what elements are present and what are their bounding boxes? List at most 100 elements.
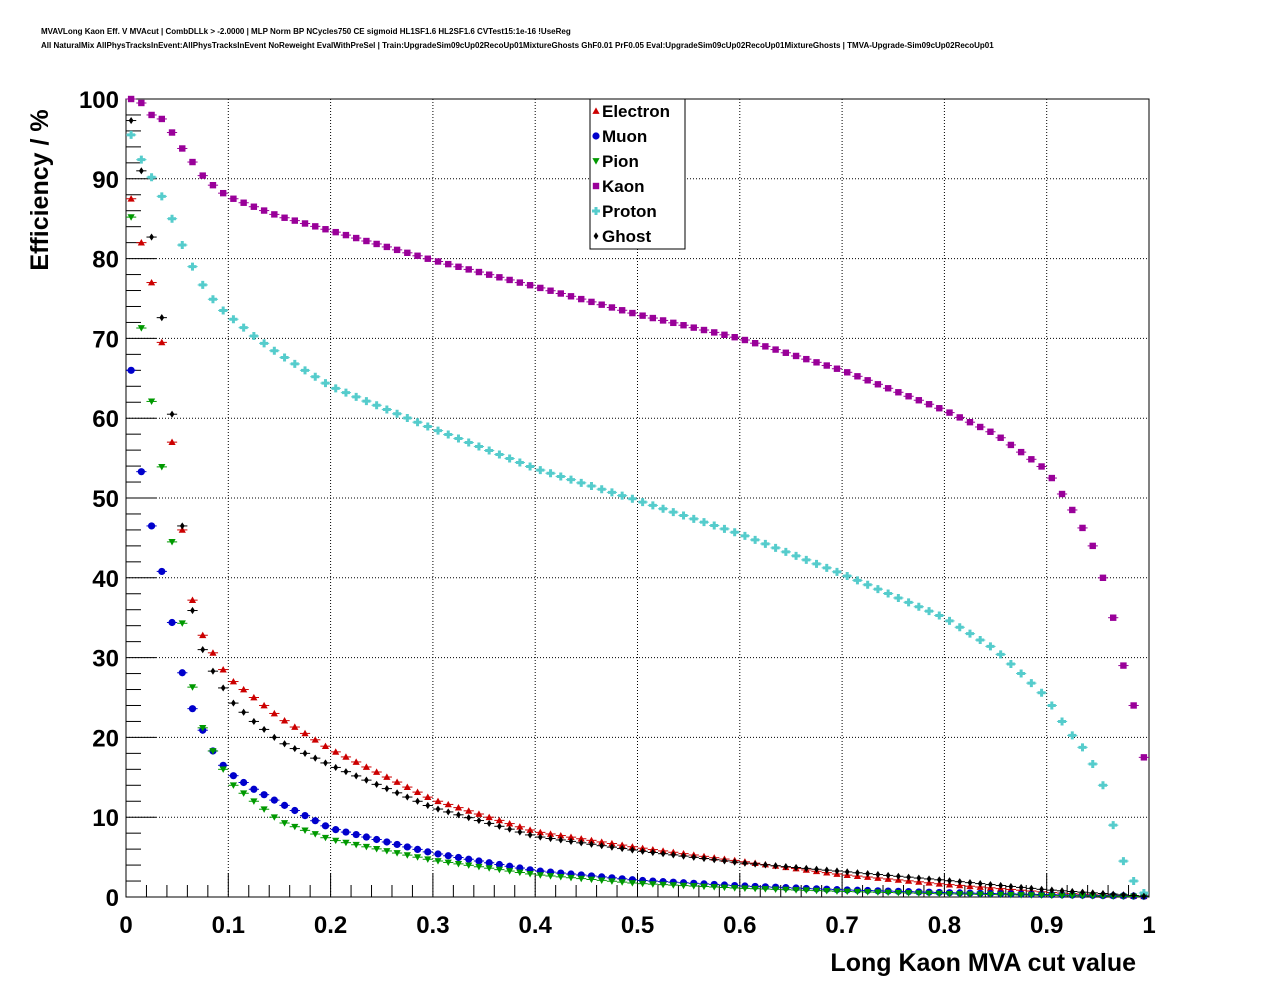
data-point bbox=[649, 881, 657, 888]
data-point bbox=[863, 580, 872, 589]
data-point bbox=[618, 879, 626, 886]
data-point bbox=[291, 217, 298, 224]
x-tick-label: 0.8 bbox=[928, 912, 961, 939]
data-point bbox=[229, 677, 238, 685]
y-tick-label: 90 bbox=[92, 167, 119, 194]
data-point bbox=[833, 888, 841, 895]
data-point bbox=[650, 848, 656, 857]
data-point bbox=[925, 607, 934, 616]
data-point bbox=[352, 392, 361, 401]
data-point bbox=[147, 278, 156, 286]
data-point bbox=[434, 797, 442, 805]
data-point bbox=[230, 195, 237, 202]
data-point bbox=[730, 528, 739, 537]
data-point bbox=[546, 873, 555, 880]
data-point bbox=[1047, 701, 1056, 710]
data-point bbox=[496, 274, 503, 281]
data-point bbox=[699, 518, 708, 527]
data-point bbox=[189, 158, 196, 166]
data-point bbox=[741, 336, 749, 344]
data-point bbox=[690, 324, 697, 331]
data-point bbox=[168, 129, 176, 136]
data-point bbox=[239, 323, 248, 332]
data-point bbox=[751, 885, 759, 893]
data-point bbox=[403, 783, 411, 790]
data-point bbox=[925, 401, 933, 408]
data-point bbox=[137, 239, 145, 246]
data-point bbox=[516, 279, 524, 286]
chart-title-line-1: MVAVLong Kaon Eff. V MVAcut | CombDLLk >… bbox=[41, 27, 571, 36]
data-point bbox=[1027, 679, 1036, 688]
data-point bbox=[332, 837, 340, 845]
data-point bbox=[280, 717, 289, 724]
data-point bbox=[1088, 760, 1097, 768]
data-point bbox=[844, 868, 850, 876]
data-point bbox=[260, 339, 269, 348]
data-point bbox=[895, 389, 902, 396]
data-point bbox=[577, 875, 585, 883]
data-point bbox=[219, 665, 227, 673]
data-point bbox=[178, 241, 187, 250]
data-point bbox=[638, 498, 647, 507]
data-point bbox=[291, 723, 299, 730]
data-point bbox=[321, 742, 330, 750]
legend-label-ghost: Ghost bbox=[602, 227, 651, 246]
data-point bbox=[199, 631, 207, 639]
data-point bbox=[424, 848, 432, 856]
data-point bbox=[956, 891, 964, 898]
data-point bbox=[506, 862, 514, 870]
data-point bbox=[1017, 448, 1025, 456]
data-point bbox=[260, 207, 268, 214]
data-point bbox=[168, 214, 177, 223]
data-point bbox=[556, 472, 565, 481]
data-point bbox=[740, 531, 749, 540]
legend-marker-proton bbox=[592, 207, 600, 215]
data-point bbox=[393, 778, 401, 785]
data-point bbox=[302, 749, 308, 757]
data-point bbox=[444, 800, 452, 808]
x-tick-label: 0.5 bbox=[621, 912, 654, 939]
data-point bbox=[761, 886, 769, 893]
data-point bbox=[495, 816, 503, 824]
data-point bbox=[526, 282, 534, 289]
data-point bbox=[679, 882, 688, 890]
data-point bbox=[1058, 490, 1066, 498]
data-point bbox=[454, 853, 463, 862]
data-point bbox=[333, 763, 339, 772]
data-point bbox=[844, 369, 851, 376]
data-point bbox=[341, 388, 350, 397]
data-point bbox=[147, 522, 156, 530]
data-point bbox=[445, 808, 451, 816]
data-point bbox=[629, 846, 635, 854]
data-point bbox=[587, 836, 596, 844]
data-point bbox=[485, 446, 494, 455]
data-point bbox=[404, 793, 410, 801]
data-point bbox=[670, 319, 677, 327]
data-point bbox=[147, 398, 156, 406]
data-point bbox=[219, 306, 228, 315]
data-point bbox=[824, 866, 830, 874]
y-tick-label: 70 bbox=[92, 326, 119, 353]
data-point bbox=[926, 875, 932, 883]
data-point bbox=[537, 284, 544, 292]
data-point bbox=[240, 778, 248, 787]
data-point bbox=[362, 843, 371, 851]
data-point bbox=[485, 865, 493, 872]
data-point bbox=[403, 414, 412, 423]
data-point bbox=[823, 888, 831, 895]
y-tick-label: 60 bbox=[92, 406, 119, 433]
data-point bbox=[188, 684, 197, 691]
data-point bbox=[271, 733, 277, 741]
data-point bbox=[608, 878, 616, 885]
data-point bbox=[413, 854, 422, 861]
data-point bbox=[424, 793, 432, 801]
data-point bbox=[261, 725, 267, 734]
y-tick-label: 0 bbox=[106, 885, 119, 912]
data-point bbox=[332, 826, 340, 834]
data-point bbox=[855, 869, 860, 877]
data-point bbox=[1119, 857, 1128, 866]
data-point bbox=[312, 223, 319, 230]
data-point bbox=[884, 889, 892, 897]
data-point bbox=[444, 859, 452, 867]
data-point bbox=[742, 859, 748, 867]
